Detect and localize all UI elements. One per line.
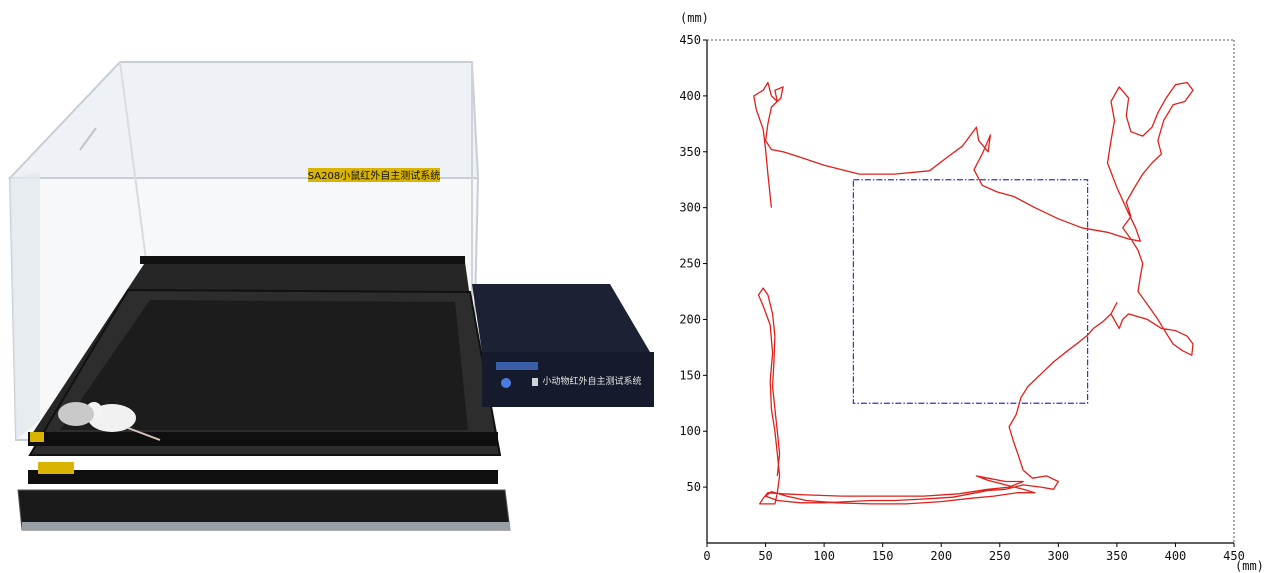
controller-box: [472, 284, 654, 407]
y-tick-label: 300: [679, 201, 701, 215]
x-tick-label: 300: [1047, 549, 1069, 563]
trajectory-plot: (mm) 0 50 100 150 200 250 300 350 400 450 50 100 150…: [679, 11, 1264, 573]
x-tick-label: 350: [1106, 549, 1128, 563]
y-tick-label: 450: [679, 33, 701, 47]
x-tick-label: 400: [1165, 549, 1187, 563]
y-tick-label: 350: [679, 145, 701, 159]
y-tick-label: 200: [679, 312, 701, 326]
mouse: [58, 402, 94, 426]
x-tick-label: 250: [989, 549, 1011, 563]
y-tick-label: 250: [679, 257, 701, 271]
x-tick-label: 0: [703, 549, 710, 563]
x-tick-label: 200: [930, 549, 952, 563]
center-zone: [852, 179, 1089, 404]
y-tick-label: 50: [687, 480, 701, 494]
x-tick-label: 50: [758, 549, 772, 563]
y-tick-label: 150: [679, 368, 701, 382]
trajectory-line: [753, 81, 1194, 505]
y-tick-label: 400: [679, 89, 701, 103]
y-axis-unit: (mm): [680, 11, 709, 25]
x-tick-label: 100: [813, 549, 835, 563]
controller-label-text: 小动物红外自主测试系统: [542, 375, 641, 387]
x-tick-label: 450: [1223, 549, 1245, 563]
sensor-strip-label: [30, 432, 44, 442]
x-tick-label: 150: [872, 549, 894, 563]
lid-label-plate: [308, 168, 440, 182]
product-photo: SA208小鼠红外自主测试系统 小动物红外自主测试系统: [7, 61, 654, 531]
x-axis-unit: (mm): [1235, 559, 1264, 573]
arena-base: [17, 256, 511, 531]
y-tick-label: 100: [679, 424, 701, 438]
lid-label-text: SA208小鼠红外自主测试系统: [308, 169, 440, 182]
sensor-strip-label: [38, 462, 74, 474]
